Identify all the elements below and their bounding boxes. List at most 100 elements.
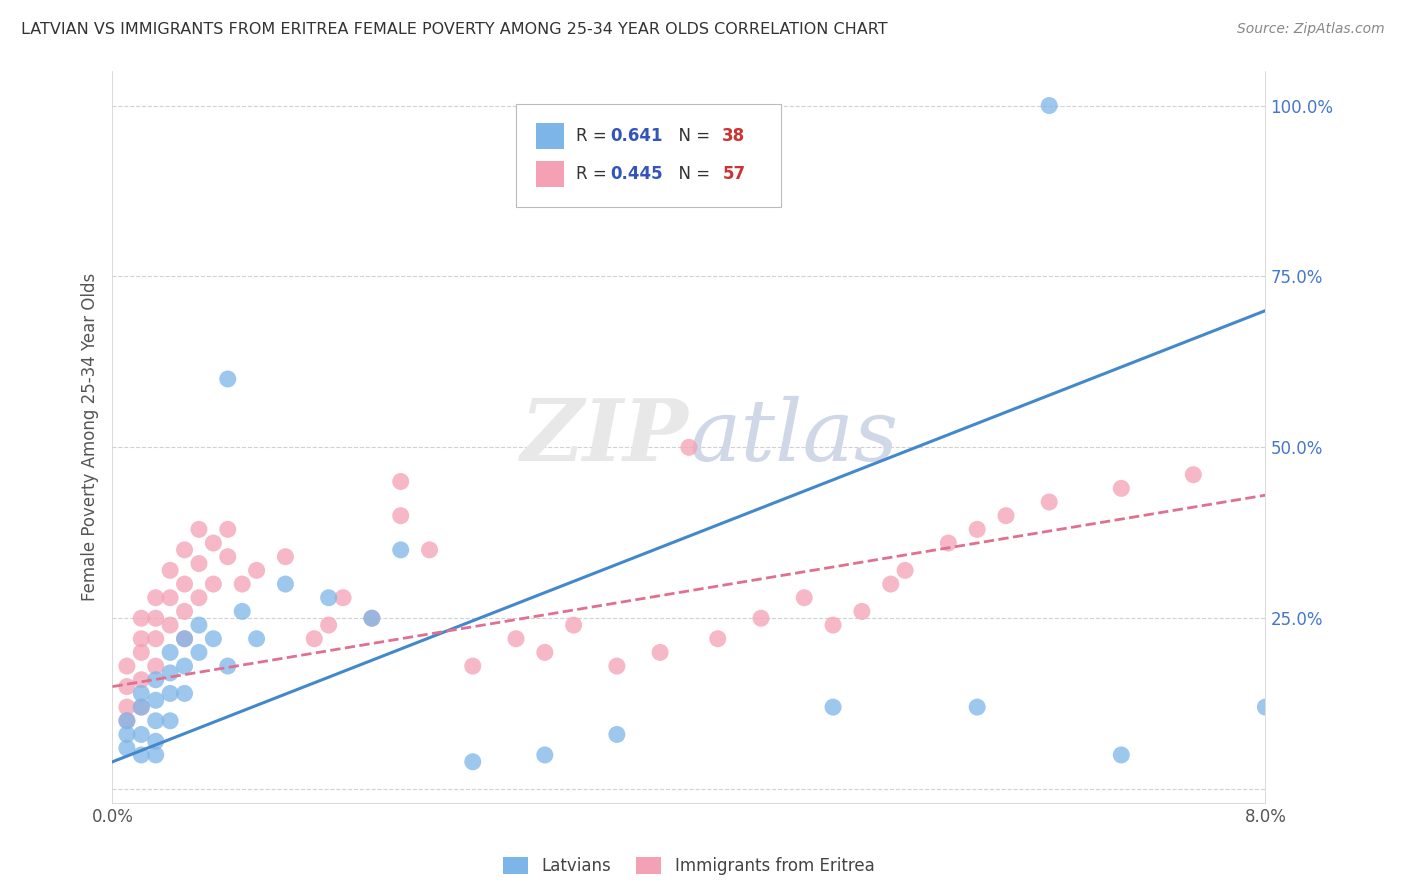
- Point: [188, 591, 211, 605]
- Point: [1038, 495, 1060, 509]
- Point: [159, 645, 181, 659]
- Point: [202, 577, 225, 591]
- Point: [389, 508, 412, 523]
- Point: [562, 618, 585, 632]
- Point: [880, 577, 903, 591]
- Point: [115, 714, 138, 728]
- Point: [115, 700, 138, 714]
- Point: [246, 632, 269, 646]
- Point: [606, 727, 628, 741]
- Legend: Latvians, Immigrants from Eritrea: Latvians, Immigrants from Eritrea: [503, 856, 875, 875]
- Text: 0.445: 0.445: [610, 165, 664, 183]
- Point: [304, 632, 326, 646]
- Point: [159, 563, 181, 577]
- Point: [389, 475, 412, 489]
- Point: [145, 747, 167, 762]
- Text: R =: R =: [576, 127, 612, 145]
- Point: [678, 440, 700, 454]
- Point: [173, 577, 195, 591]
- Text: R =: R =: [576, 165, 612, 183]
- Point: [851, 604, 873, 618]
- Text: N =: N =: [668, 165, 716, 183]
- Point: [360, 611, 382, 625]
- Point: [129, 632, 153, 646]
- Point: [115, 727, 138, 741]
- Point: [419, 542, 441, 557]
- Point: [217, 659, 239, 673]
- Point: [821, 700, 844, 714]
- Point: [1254, 700, 1277, 714]
- Point: [188, 522, 211, 536]
- Text: N =: N =: [668, 127, 716, 145]
- Point: [115, 741, 138, 756]
- Point: [231, 604, 253, 618]
- Text: Source: ZipAtlas.com: Source: ZipAtlas.com: [1237, 22, 1385, 37]
- Point: [749, 611, 772, 625]
- Point: [461, 755, 484, 769]
- Point: [995, 508, 1018, 523]
- Point: [173, 542, 195, 557]
- FancyBboxPatch shape: [516, 104, 782, 207]
- Text: 0.641: 0.641: [610, 127, 664, 145]
- Point: [145, 632, 167, 646]
- Point: [231, 577, 253, 591]
- Text: 57: 57: [723, 165, 745, 183]
- Point: [332, 591, 354, 605]
- Point: [129, 747, 153, 762]
- FancyBboxPatch shape: [536, 161, 564, 186]
- Point: [707, 632, 730, 646]
- Point: [505, 632, 527, 646]
- Point: [129, 673, 153, 687]
- Point: [129, 700, 153, 714]
- Point: [145, 611, 167, 625]
- Text: atlas: atlas: [689, 396, 898, 478]
- Point: [274, 577, 297, 591]
- Point: [188, 645, 211, 659]
- Point: [129, 727, 153, 741]
- Point: [173, 604, 195, 618]
- Point: [145, 714, 167, 728]
- Point: [202, 632, 225, 646]
- Point: [966, 522, 988, 536]
- Point: [274, 549, 297, 564]
- Point: [145, 734, 167, 748]
- Point: [173, 686, 195, 700]
- Point: [145, 693, 167, 707]
- Point: [159, 591, 181, 605]
- Point: [159, 714, 181, 728]
- Point: [159, 665, 181, 680]
- Point: [115, 680, 138, 694]
- Point: [173, 632, 195, 646]
- Point: [461, 659, 484, 673]
- Point: [159, 618, 181, 632]
- Point: [145, 659, 167, 673]
- Point: [894, 563, 917, 577]
- Point: [606, 659, 628, 673]
- Point: [129, 686, 153, 700]
- Text: LATVIAN VS IMMIGRANTS FROM ERITREA FEMALE POVERTY AMONG 25-34 YEAR OLDS CORRELAT: LATVIAN VS IMMIGRANTS FROM ERITREA FEMAL…: [21, 22, 887, 37]
- Point: [1111, 481, 1133, 495]
- Point: [821, 618, 844, 632]
- Point: [1182, 467, 1205, 482]
- Point: [202, 536, 225, 550]
- Point: [115, 659, 138, 673]
- FancyBboxPatch shape: [536, 123, 564, 149]
- Point: [648, 645, 672, 659]
- Point: [188, 618, 211, 632]
- Point: [217, 372, 239, 386]
- Point: [115, 714, 138, 728]
- Point: [188, 557, 211, 571]
- Text: 38: 38: [723, 127, 745, 145]
- Point: [1111, 747, 1133, 762]
- Point: [173, 659, 195, 673]
- Point: [129, 645, 153, 659]
- Point: [145, 673, 167, 687]
- Text: ZIP: ZIP: [522, 395, 689, 479]
- Point: [389, 542, 412, 557]
- Point: [173, 632, 195, 646]
- Point: [145, 591, 167, 605]
- Point: [938, 536, 960, 550]
- Point: [318, 591, 340, 605]
- Point: [966, 700, 988, 714]
- Point: [533, 645, 555, 659]
